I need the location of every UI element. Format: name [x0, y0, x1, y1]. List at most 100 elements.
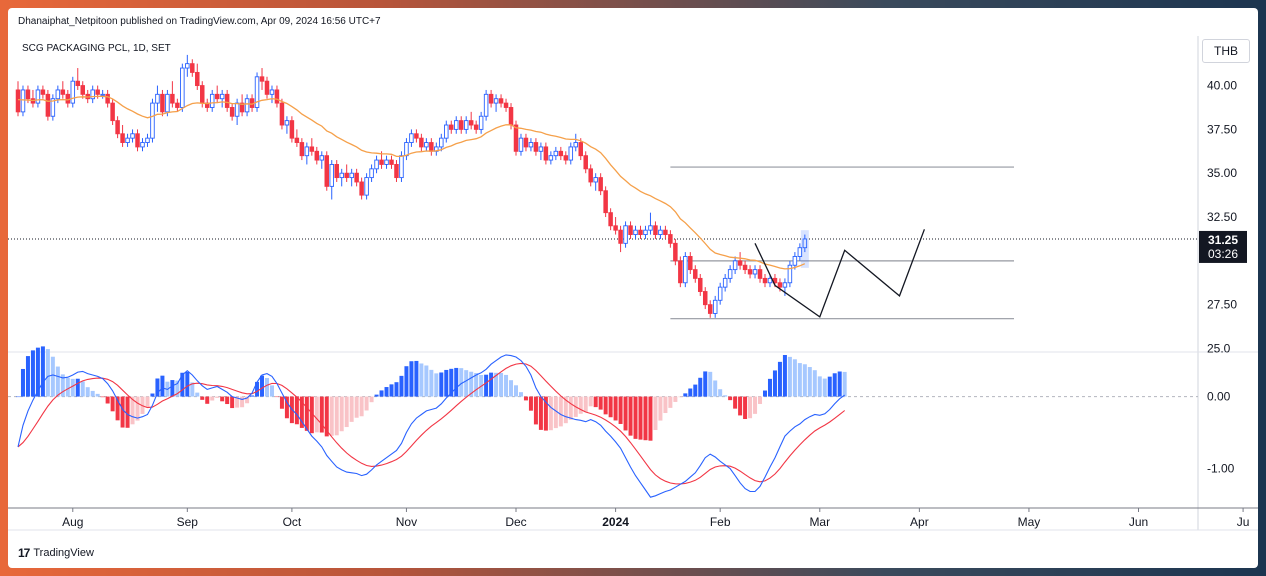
- macd-histogram-bar: [738, 396, 743, 416]
- macd-histogram-bar: [563, 396, 568, 424]
- time-tick-label: Sep: [177, 515, 199, 529]
- candle-body: [538, 146, 544, 152]
- macd-histogram-bar: [45, 349, 50, 397]
- price-tick-label: 35.00: [1207, 166, 1237, 180]
- candle-body: [727, 269, 733, 279]
- symbol-legend[interactable]: SCG PACKAGING PCL, 1D, SET: [22, 43, 171, 54]
- macd-histogram-bar: [658, 396, 663, 421]
- macd-histogram-bar: [125, 396, 130, 428]
- candle-body: [757, 269, 763, 279]
- macd-histogram-bar: [235, 396, 240, 408]
- candle-body: [259, 76, 265, 82]
- macd-histogram-bar: [523, 396, 528, 401]
- macd-histogram-bar: [309, 396, 314, 434]
- macd-histogram-bar: [424, 365, 429, 397]
- macd-histogram-bar: [150, 393, 155, 397]
- candle-body: [105, 93, 110, 104]
- candle-body: [90, 89, 95, 100]
- last-candle-highlight: [800, 230, 809, 268]
- macd-histogram-bar: [115, 396, 120, 421]
- macd-histogram-bar: [364, 396, 369, 411]
- macd-histogram-bar: [145, 396, 150, 408]
- candle-body: [234, 102, 240, 117]
- candle-body: [717, 286, 723, 301]
- macd-histogram-bar: [469, 371, 474, 397]
- candle-body: [439, 137, 444, 148]
- macd-histogram-bar: [777, 361, 782, 397]
- candle-body: [678, 260, 683, 284]
- candle-body: [628, 225, 633, 236]
- macd-histogram-bar: [329, 396, 334, 436]
- w-pattern-drawing: [754, 229, 926, 318]
- candle-body: [747, 269, 753, 275]
- candle-body: [334, 163, 339, 179]
- candle-body: [493, 98, 499, 104]
- tradingview-logo-icon: 17: [18, 546, 30, 560]
- macd-histogram-bar: [284, 396, 289, 419]
- candle-body: [50, 98, 56, 117]
- macd-histogram-bar: [155, 378, 160, 397]
- candle-body: [40, 89, 46, 95]
- macd-histogram-bar: [429, 369, 434, 397]
- price-tick-label: 32.50: [1207, 210, 1237, 224]
- candle-body: [483, 93, 489, 117]
- candle-body: [419, 137, 424, 148]
- macd-histogram-bar: [678, 396, 683, 398]
- macd-histogram-bar: [583, 396, 588, 413]
- macd-histogram-bar: [414, 360, 419, 397]
- macd-histogram-bar: [200, 396, 205, 400]
- time-tick-label: May: [1018, 515, 1041, 529]
- candle-body: [488, 93, 494, 104]
- candle-body: [623, 225, 628, 244]
- macd-histogram-bar: [698, 377, 703, 397]
- macd-histogram-bar: [55, 366, 60, 397]
- macd-histogram-bar: [802, 364, 807, 397]
- macd-histogram-bar: [628, 396, 633, 436]
- macd-histogram-bar: [135, 396, 140, 421]
- macd-histogram-bar: [807, 367, 812, 397]
- candle-body: [364, 177, 369, 196]
- candle-body: [294, 137, 300, 143]
- candle-body: [683, 256, 688, 284]
- price-tick-label: 27.50: [1207, 298, 1237, 312]
- candle-body: [588, 168, 593, 183]
- macd-histogram-bar: [110, 396, 115, 412]
- candle-body: [95, 89, 100, 95]
- candle-body: [299, 142, 305, 157]
- macd-histogram-bar: [643, 396, 648, 441]
- macd-histogram-bar: [85, 387, 90, 397]
- currency-button[interactable]: THB: [1202, 39, 1250, 63]
- time-tick-label: Mar: [809, 515, 830, 529]
- candle-body: [70, 80, 76, 104]
- macd-histogram-bar: [598, 396, 603, 410]
- candle-body: [598, 177, 603, 192]
- macd-histogram-bar: [648, 396, 653, 441]
- candle-body: [135, 133, 140, 148]
- price-box-countdown: 03:26: [1208, 247, 1238, 261]
- candle-body: [673, 242, 678, 262]
- macd-tick-label: -1.00: [1207, 461, 1235, 475]
- candle-body: [518, 137, 524, 152]
- macd-histogram-bar: [215, 396, 220, 398]
- candle-body: [229, 107, 235, 117]
- macd-histogram-bar: [260, 375, 265, 397]
- candle-body: [732, 260, 738, 271]
- candle-body: [608, 212, 613, 227]
- price-tick-label: 40.00: [1207, 79, 1237, 93]
- time-tick-label: Ju: [1237, 515, 1250, 529]
- tradingview-brand[interactable]: 17 TradingView: [18, 546, 94, 560]
- candle-body: [787, 264, 793, 284]
- macd-histogram-bar: [558, 396, 563, 427]
- candle-body: [145, 137, 150, 143]
- candle-body: [424, 142, 429, 148]
- candle-body: [35, 89, 41, 104]
- macd-histogram-bar: [314, 396, 319, 433]
- candle-body: [289, 120, 295, 139]
- candle-body: [264, 80, 270, 95]
- candle-body: [304, 146, 310, 157]
- candle-body: [165, 93, 170, 113]
- price-box-bg: [1199, 230, 1247, 263]
- macd-histogram-bar: [837, 371, 842, 397]
- macd-histogram-bar: [130, 396, 135, 425]
